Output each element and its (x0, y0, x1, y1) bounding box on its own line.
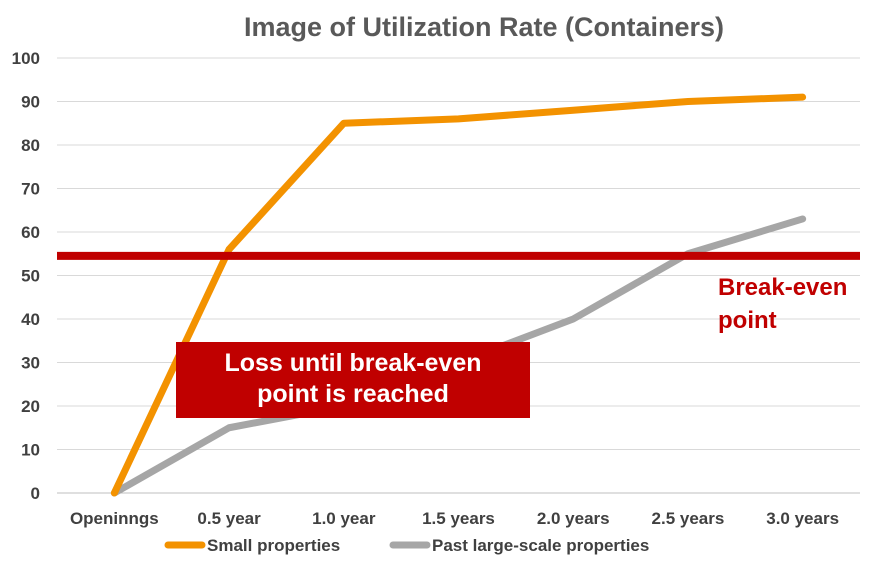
break-even-label-line1: Break-even (718, 274, 847, 301)
y-tick-label: 80 (21, 136, 40, 155)
chart-title: Image of Utilization Rate (Containers) (244, 12, 724, 42)
break-even-label-line2: point (718, 307, 777, 334)
y-tick-label: 90 (21, 93, 40, 112)
y-tick-label: 40 (21, 310, 40, 329)
y-tick-label: 50 (21, 267, 40, 286)
x-axis-ticks: Openinngs 0.5 year 1.0 year 1.5 years 2.0 ye… (70, 509, 839, 528)
y-tick-label: 10 (21, 441, 40, 460)
x-tick-label: 2.0 years (537, 509, 610, 528)
y-tick-label: 0 (31, 484, 40, 503)
loss-text-line1: Loss until break-even (224, 349, 481, 377)
break-even-label: Break-even point (718, 274, 847, 334)
y-axis-ticks: 0 10 20 30 40 50 60 70 80 90 100 (12, 49, 40, 503)
x-tick-label: Openinngs (70, 509, 159, 528)
y-tick-label: 30 (21, 354, 40, 373)
x-tick-label: 0.5 year (197, 509, 261, 528)
x-tick-label: 2.5 years (652, 509, 725, 528)
loss-annotation: Loss until break-even point is reached (176, 342, 530, 418)
series-line (110, 93, 807, 497)
y-tick-label: 100 (12, 49, 40, 68)
y-tick-label: 60 (21, 223, 40, 242)
legend-label: Past large-scale properties (432, 536, 649, 555)
x-tick-label: 1.0 year (312, 509, 376, 528)
loss-text-line2: point is reached (257, 380, 449, 408)
loss-box (176, 342, 530, 418)
y-tick-label: 70 (21, 180, 40, 199)
legend: Small properties Past large-scale propert… (164, 536, 649, 555)
y-tick-label: 20 (21, 397, 40, 416)
x-tick-label: 1.5 years (422, 509, 495, 528)
series-lines (110, 93, 807, 497)
legend-label: Small properties (207, 536, 340, 555)
x-tick-label: 3.0 years (766, 509, 839, 528)
